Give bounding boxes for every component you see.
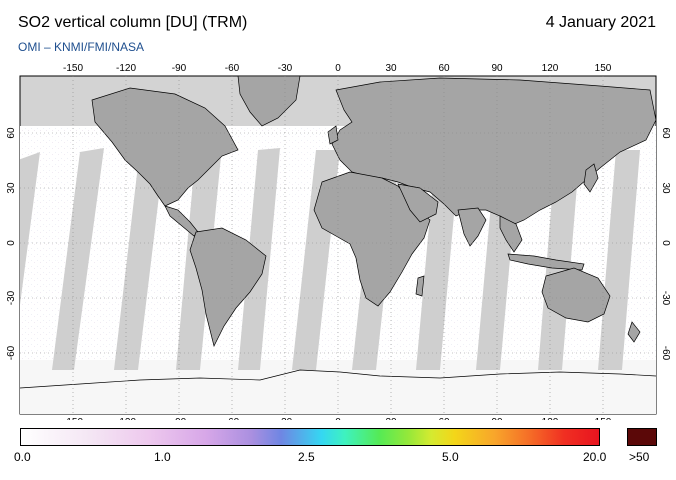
south-america — [189, 227, 267, 348]
greenland — [237, 76, 301, 127]
madagascar — [415, 275, 425, 297]
lat-tick-left: -60 — [6, 345, 17, 360]
australia — [541, 267, 611, 323]
lon-tick-bottom: -150 — [63, 417, 83, 420]
lat-tick-left: -30 — [6, 290, 17, 305]
lon-tick-top: -120 — [116, 63, 136, 74]
lon-ticks-top: -150 -120 -90 -60 -30 0 30 60 90 120 150 — [63, 63, 612, 74]
colorbar-label: 0.0 — [14, 450, 31, 464]
lon-tick-top: 60 — [438, 63, 450, 74]
lat-tick-left: 30 — [6, 182, 17, 194]
data-credit: OMI – KNMI/FMI/NASA — [18, 40, 145, 54]
japan — [583, 163, 599, 193]
lon-ticks-bottom: -150 -120 -90 -60 -30 0 30 60 90 120 150 — [63, 417, 612, 420]
colorbar-label: 20.0 — [583, 450, 607, 464]
lon-tick-bottom: -90 — [172, 417, 187, 420]
lat-ticks-left: 60 30 0 -30 -60 — [6, 127, 17, 360]
antarctica-coast — [20, 369, 656, 389]
lat-tick-right: -30 — [660, 291, 671, 306]
indonesia — [507, 253, 585, 271]
lat-tick-right: 30 — [660, 182, 671, 194]
lon-tick-bottom: 60 — [438, 417, 450, 420]
continents — [91, 76, 656, 348]
map-title: SO2 vertical column [DU] (TRM) — [18, 14, 248, 31]
lat-tick-left: 60 — [6, 127, 17, 139]
lon-tick-top: 0 — [335, 63, 341, 74]
new-zealand — [627, 321, 641, 343]
lon-tick-top: -30 — [278, 63, 293, 74]
so2-world-map: -150 -120 -90 -60 -30 0 30 60 90 120 150… — [0, 60, 676, 420]
lon-tick-bottom: 30 — [385, 417, 397, 420]
colorbar-label: 2.5 — [298, 450, 315, 464]
colorbar-label: 1.0 — [154, 450, 171, 464]
lat-tick-right: 0 — [660, 240, 671, 246]
over-range-label: >50 — [629, 450, 650, 464]
india — [457, 207, 487, 247]
lon-tick-bottom: 0 — [335, 417, 341, 420]
lat-tick-right: 60 — [660, 127, 671, 139]
lon-tick-bottom: 90 — [491, 417, 503, 420]
lon-tick-bottom: -60 — [225, 417, 240, 420]
lat-tick-right: -60 — [660, 346, 671, 361]
lon-tick-top: 120 — [542, 63, 559, 74]
lon-tick-bottom: 120 — [542, 417, 559, 420]
map-svg: -150 -120 -90 -60 -30 0 30 60 90 120 150… — [6, 63, 671, 420]
lon-tick-bottom: 150 — [595, 417, 612, 420]
map-date: 4 January 2021 — [545, 14, 656, 31]
color-scale-bar — [20, 428, 600, 446]
africa — [313, 171, 431, 307]
lon-tick-top: -60 — [225, 63, 240, 74]
colorbar-label: 5.0 — [442, 450, 459, 464]
lon-tick-top: 90 — [491, 63, 503, 74]
graticule — [20, 76, 656, 414]
lon-tick-top: -90 — [172, 63, 187, 74]
lat-ticks-right: 60 30 0 -30 -60 — [660, 127, 671, 360]
lon-tick-bottom: -30 — [278, 417, 293, 420]
lon-tick-top: 30 — [385, 63, 397, 74]
over-range-swatch — [627, 428, 657, 446]
lat-tick-left: 0 — [6, 240, 17, 246]
lon-tick-top: -150 — [63, 63, 83, 74]
lon-tick-top: 150 — [595, 63, 612, 74]
lon-tick-bottom: -120 — [116, 417, 136, 420]
